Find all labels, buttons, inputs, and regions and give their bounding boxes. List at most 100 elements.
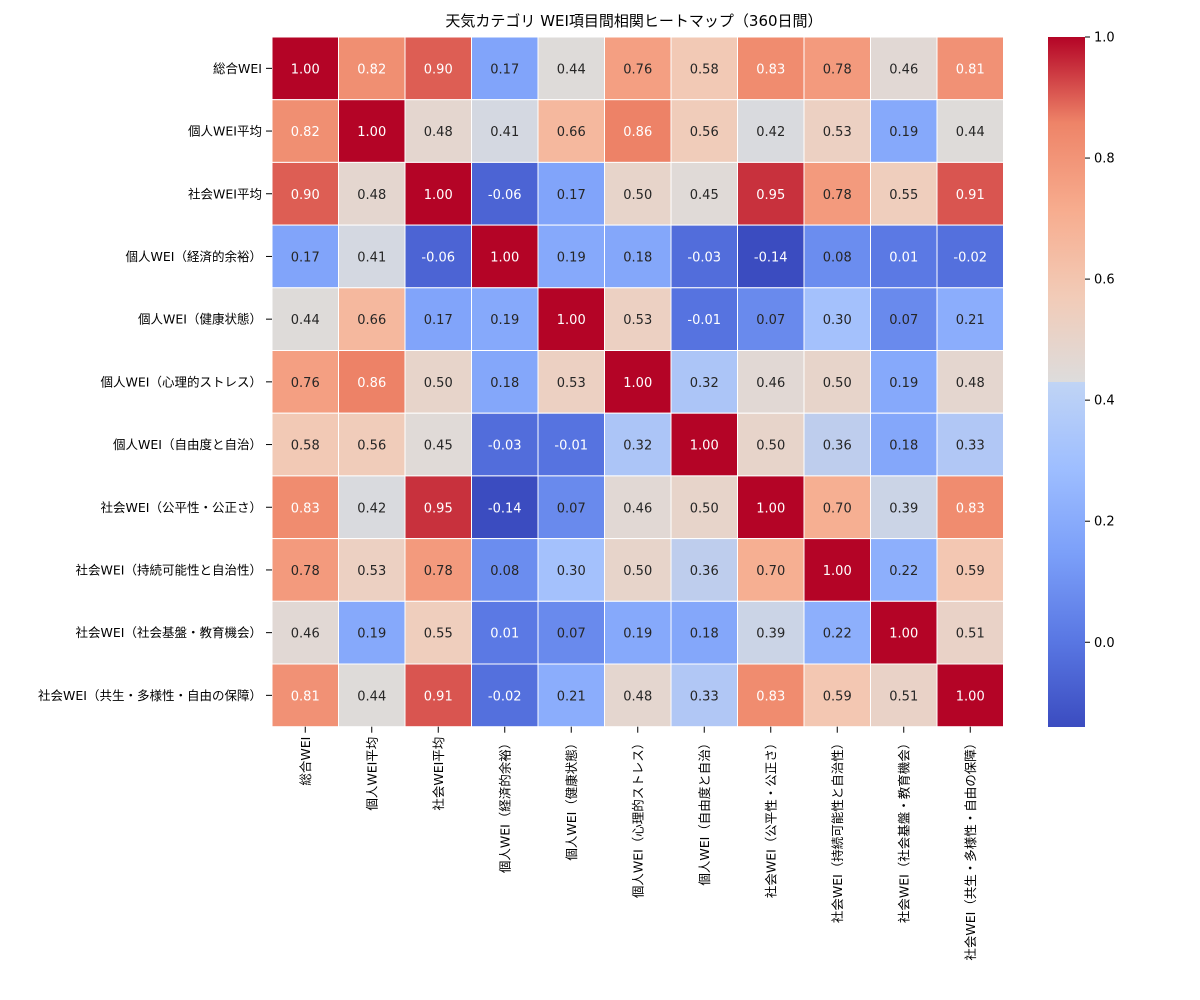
cell-value-label: 0.30 <box>557 564 586 579</box>
heatmap-cell <box>404 36 472 101</box>
chart-title: 天気カテゴリ WEI項目間相関ヒートマップ（360日間） <box>445 12 822 30</box>
cell-value-label: 0.51 <box>889 689 918 704</box>
column-label: 個人WEI（健康状態） <box>564 737 579 861</box>
heatmap-cell <box>604 412 672 477</box>
heatmap-cell <box>936 538 1004 602</box>
cell-value-label: 0.95 <box>756 188 785 203</box>
cell-value-label: 0.18 <box>623 250 652 265</box>
heatmap-cell <box>604 99 672 163</box>
colorbar-tick-label: 0.8 <box>1094 152 1115 167</box>
column-label: 社会WEI平均 <box>431 737 446 811</box>
cell-value-label: 0.50 <box>823 376 852 391</box>
cell-value-label: 0.17 <box>490 62 519 77</box>
cell-value-label: 0.48 <box>424 125 453 140</box>
heatmap-cell <box>870 36 938 101</box>
column-label: 社会WEI（共生・多様性・自由の保障） <box>963 737 978 961</box>
cell-value-label: 0.82 <box>357 62 386 77</box>
cell-value-label: 0.08 <box>823 250 852 265</box>
cell-value-label: 0.32 <box>623 439 652 454</box>
cell-value-label: 0.55 <box>424 627 453 642</box>
column-label: 個人WEI平均 <box>364 737 379 811</box>
cell-value-label: 0.39 <box>756 627 785 642</box>
heatmap-cell <box>936 224 1004 289</box>
cell-value-label: 0.59 <box>956 564 985 579</box>
heatmap-cell <box>271 350 339 414</box>
heatmap-cells: 1.00 0.82 0.90 0.17 0.44 0.76 0.58 0.83 0.78 0.46… <box>271 36 1004 728</box>
heatmap-cell <box>936 663 1004 728</box>
cell-value-label: -0.01 <box>554 439 588 454</box>
cell-value-label: 0.33 <box>690 689 719 704</box>
heatmap-cell <box>604 36 672 101</box>
heatmap-cell <box>537 161 605 226</box>
cell-value-label: 0.30 <box>823 313 852 328</box>
heatmap-cell <box>670 475 738 540</box>
cell-value-label: 0.70 <box>823 501 852 516</box>
heatmap-cell <box>271 538 339 602</box>
cell-value-label: 0.66 <box>557 125 586 140</box>
cell-value-label: 0.95 <box>424 501 453 516</box>
row-label: 個人WEI（経済的余裕） <box>126 249 262 264</box>
cell-value-label: 1.00 <box>424 188 453 203</box>
heatmap-cell <box>604 538 672 602</box>
heatmap-cell <box>737 99 805 163</box>
heatmap-cell <box>338 412 406 477</box>
heatmap-cell <box>604 663 672 728</box>
row-label: 社会WEI（共生・多様性・自由の保障） <box>38 688 262 703</box>
cell-value-label: 0.17 <box>291 250 320 265</box>
cell-value-label: 0.19 <box>623 627 652 642</box>
cell-value-label: 0.50 <box>690 501 719 516</box>
cell-value-label: 0.48 <box>357 188 386 203</box>
heatmap-cell <box>737 538 805 602</box>
cell-value-label: -0.01 <box>687 313 721 328</box>
cell-value-label: 0.08 <box>490 564 519 579</box>
heatmap-cell <box>670 412 738 477</box>
colorbar-tick-label: 0.4 <box>1094 394 1115 409</box>
heatmap-cell <box>338 475 406 540</box>
heatmap-cell <box>537 224 605 289</box>
heatmap-cell <box>936 600 1004 665</box>
cell-value-label: 0.76 <box>623 62 652 77</box>
heatmap-cell <box>271 99 339 163</box>
heatmap-cell <box>870 287 938 351</box>
cell-value-label: 0.51 <box>956 627 985 642</box>
row-label: 社会WEI（公平性・公正さ） <box>101 500 262 515</box>
heatmap-cell <box>271 287 339 351</box>
cell-value-label: 0.44 <box>357 689 386 704</box>
heatmap-cell <box>471 412 539 477</box>
heatmap-cell <box>471 600 539 665</box>
heatmap-cell <box>803 600 871 665</box>
colorbar: 0.0 0.2 0.4 0.6 0.8 1.0 <box>1048 31 1115 727</box>
cell-value-label: -0.06 <box>488 188 522 203</box>
cell-value-label: 1.00 <box>956 689 985 704</box>
cell-value-label: -0.02 <box>953 250 987 265</box>
cell-value-label: 0.46 <box>623 501 652 516</box>
cell-value-label: 0.44 <box>956 125 985 140</box>
cell-value-label: 0.22 <box>823 627 852 642</box>
heatmap-cell <box>404 99 472 163</box>
heatmap-cell <box>271 412 339 477</box>
heatmap-cell <box>803 287 871 351</box>
heatmap-cell <box>737 412 805 477</box>
cell-value-label: 0.50 <box>623 188 652 203</box>
cell-value-label: 0.45 <box>424 439 453 454</box>
cell-value-label: 0.36 <box>690 564 719 579</box>
cell-value-label: 0.18 <box>490 376 519 391</box>
cell-value-label: 0.48 <box>956 376 985 391</box>
cell-value-label: 0.01 <box>889 250 918 265</box>
cell-value-label: 0.39 <box>889 501 918 516</box>
column-label: 社会WEI（社会基盤・教育機会） <box>896 737 911 923</box>
cell-value-label: 0.46 <box>889 62 918 77</box>
heatmap-cell <box>737 36 805 101</box>
cell-value-label: 0.17 <box>424 313 453 328</box>
heatmap-cell <box>537 287 605 351</box>
heatmap-cell <box>604 287 672 351</box>
heatmap-cell <box>870 538 938 602</box>
cell-value-label: 0.50 <box>424 376 453 391</box>
cell-value-label: 0.32 <box>690 376 719 391</box>
cell-value-label: 0.83 <box>956 501 985 516</box>
heatmap-cell <box>271 475 339 540</box>
cell-value-label: 0.42 <box>357 501 386 516</box>
cell-value-label: 0.83 <box>756 62 785 77</box>
heatmap-cell <box>870 99 938 163</box>
